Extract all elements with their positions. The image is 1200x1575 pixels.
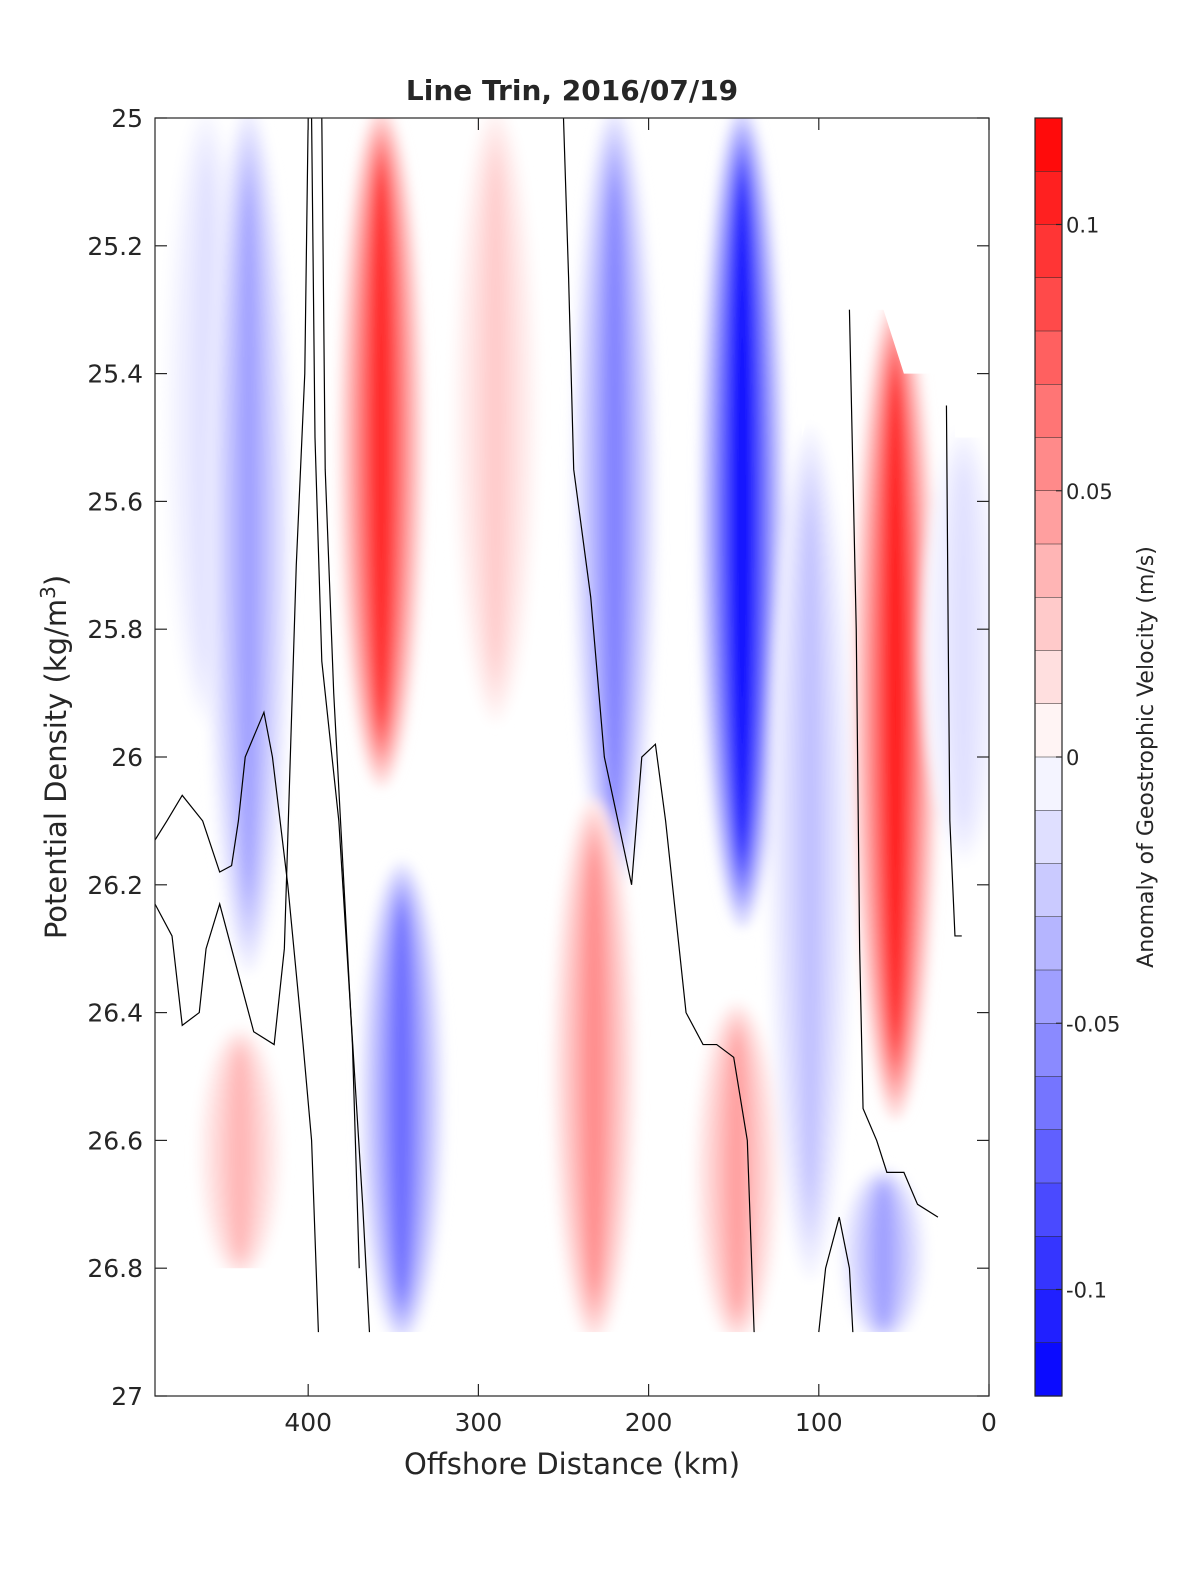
velocity-core-14-level-6 xyxy=(876,1186,891,1325)
colorbar-band-24 xyxy=(1035,1342,1062,1397)
velocity-field xyxy=(155,118,989,1396)
velocity-core-6 xyxy=(700,118,785,927)
y-axis-label-superscript: 3 xyxy=(36,586,60,599)
y-tick-label-4: 25.8 xyxy=(87,615,143,644)
colorbar-band-23 xyxy=(1035,1289,1062,1344)
colorbar-band-4 xyxy=(1035,277,1062,332)
colorbar-band-19 xyxy=(1035,1076,1062,1131)
y-tick-label-2: 25.4 xyxy=(87,360,143,389)
y-axis-label-main: Potential Density (kg/m xyxy=(39,599,73,939)
colorbar-band-17 xyxy=(1035,970,1062,1024)
y-tick-label-0: 25 xyxy=(111,104,143,133)
velocity-core-3 xyxy=(339,118,424,787)
colorbar-label: Anomaly of Geostrophic Velocity (m/s) xyxy=(1134,546,1159,968)
x-tick-label-3: 100 xyxy=(795,1408,843,1437)
colorbar-tick-label-0: 0.1 xyxy=(1066,214,1099,238)
y-tick-label-5: 26 xyxy=(111,743,143,772)
no-data-region-2 xyxy=(777,118,989,438)
colorbar-band-12 xyxy=(1035,703,1062,758)
velocity-core-5 xyxy=(572,118,657,895)
colorbar-tick-label-3: -0.05 xyxy=(1066,1012,1120,1036)
colorbar-band-6 xyxy=(1035,384,1062,439)
colorbar-band-8 xyxy=(1035,490,1062,545)
velocity-core-13-level-6 xyxy=(233,1054,248,1253)
y-tick-label-8: 26.6 xyxy=(87,1126,143,1155)
velocity-core-2-level-6 xyxy=(241,197,256,882)
colorbar-tick-label-1: 0.05 xyxy=(1066,480,1113,504)
zero-contour-5 xyxy=(562,118,755,1333)
chart-title: Line Trin, 2016/07/19 xyxy=(406,74,738,107)
velocity-core-9-level-6 xyxy=(956,472,971,818)
velocity-core-2 xyxy=(206,118,291,972)
zero-contour-1 xyxy=(310,118,371,1333)
velocity-core-4 xyxy=(453,118,538,723)
colorbar-band-5 xyxy=(1035,331,1062,385)
colorbar-band-14 xyxy=(1035,810,1062,865)
colorbar-band-15 xyxy=(1035,863,1062,918)
colorbar-tick-label-4: -0.1 xyxy=(1066,1279,1107,1303)
zero-contour-8 xyxy=(818,1216,854,1333)
colorbar-band-9 xyxy=(1035,544,1062,598)
colorbar-band-18 xyxy=(1035,1023,1062,1078)
no-data-region-3 xyxy=(155,1332,989,1396)
y-axis: 25 25.2 25.4 25.6 25.8 26 26.2 26.4 26.6 26.8 27 xyxy=(87,104,989,1411)
velocity-core-11-level-6 xyxy=(587,854,602,1286)
velocity-core-7-level-6 xyxy=(803,516,818,1190)
colorbar-band-10 xyxy=(1035,597,1062,652)
y-tick-label-6: 26.2 xyxy=(87,871,143,900)
velocity-core-11 xyxy=(552,798,637,1343)
colorbar-band-21 xyxy=(1035,1183,1062,1237)
zero-contour-2 xyxy=(321,118,360,1269)
x-tick-label-4: 0 xyxy=(981,1408,997,1437)
colorbar-band-13 xyxy=(1035,757,1062,811)
colorbar-band-2 xyxy=(1035,171,1062,226)
y-axis-label: Potential Density (kg/m3) xyxy=(36,575,73,939)
zero-contour-7 xyxy=(945,405,962,937)
zero-contour-6 xyxy=(848,309,939,1218)
colorbar-band-11 xyxy=(1035,650,1062,705)
colorbar-band-22 xyxy=(1035,1236,1062,1291)
y-tick-label-9: 26.8 xyxy=(87,1254,143,1283)
velocity-core-9 xyxy=(921,427,989,863)
velocity-core-6-level-6 xyxy=(735,193,750,842)
colorbar-band-16 xyxy=(1035,916,1062,971)
velocity-core-8 xyxy=(853,299,938,1119)
colorbar-band-3 xyxy=(1035,224,1062,279)
x-axis: 400 300 200 100 0 xyxy=(284,118,997,1437)
velocity-core-12-level-6 xyxy=(730,1037,745,1307)
y-tick-label-10: 27 xyxy=(111,1382,143,1411)
colorbar-band-20 xyxy=(1035,1129,1062,1184)
y-tick-label-7: 26.4 xyxy=(87,999,143,1028)
colorbar: 0.1 0.05 0 -0.05 -0.1 xyxy=(1034,117,1120,1397)
x-tick-label-2: 200 xyxy=(625,1408,673,1437)
velocity-core-10 xyxy=(359,862,444,1343)
x-tick-label-1: 300 xyxy=(455,1408,503,1437)
x-axis-label: Offshore Distance (km) xyxy=(404,1447,740,1481)
x-tick-label-0: 400 xyxy=(284,1408,332,1437)
velocity-core-7 xyxy=(768,427,853,1279)
colorbar-tick-label-2: 0 xyxy=(1066,746,1079,770)
velocity-core-12 xyxy=(695,1002,780,1343)
velocity-core-3-level-6 xyxy=(374,178,389,716)
velocity-core-10-level-6 xyxy=(394,912,409,1293)
colorbar-band-1 xyxy=(1035,118,1062,172)
zero-contour-3 xyxy=(155,118,309,1046)
y-axis-label-close: ) xyxy=(39,575,73,586)
velocity-core-14 xyxy=(841,1168,926,1343)
y-tick-label-3: 25.6 xyxy=(87,487,143,516)
colorbar-band-7 xyxy=(1035,437,1062,492)
velocity-core-5-level-6 xyxy=(607,189,622,813)
velocity-core-8-level-6 xyxy=(888,384,903,1034)
velocity-core-13 xyxy=(198,1028,283,1279)
y-tick-label-1: 25.2 xyxy=(87,232,143,261)
velocity-core-4-level-6 xyxy=(488,171,503,659)
zero-contour-4 xyxy=(155,710,319,1333)
